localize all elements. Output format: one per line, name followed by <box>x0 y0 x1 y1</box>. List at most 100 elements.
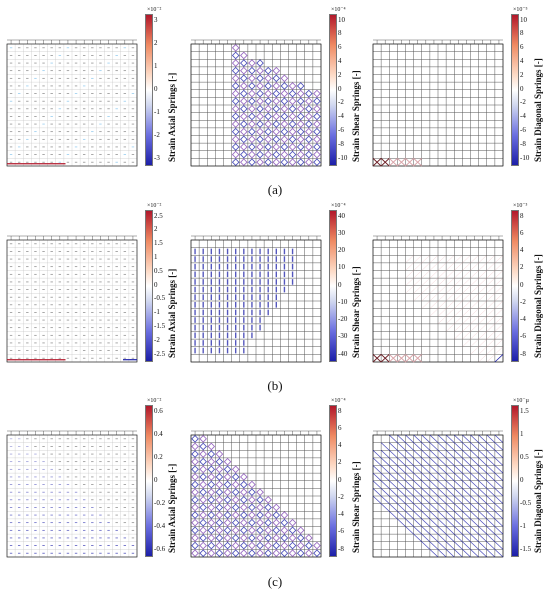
colorbar-title: Strain Diagonal Springs [-] <box>533 449 543 553</box>
colorbar-tick-label: 0.5 <box>520 452 529 461</box>
mesh-grid <box>190 430 322 558</box>
figure-row-1: ×10⁻² 3 2 1 0 -1 -2 -3 Strain Axial Springs [-] ×… <box>0 7 550 184</box>
colorbar-tick-label: 40 <box>338 211 345 220</box>
colorbar-tick-label: 1 <box>154 252 158 261</box>
colorbar-tick-label: 30 <box>338 228 345 237</box>
colorbar-tick-label: -6 <box>520 125 526 134</box>
colorbar-tick-label: 8 <box>520 29 524 38</box>
colorbar-tick-label: 0 <box>338 475 342 484</box>
colorbar-tick-label: -2 <box>520 297 526 306</box>
colorbar <box>511 405 519 557</box>
colorbar-tick-label: 0.2 <box>154 452 163 461</box>
colorbar-tick-label: -1.5 <box>520 544 532 553</box>
colorbar-exponent: ×10⁻² <box>147 7 162 13</box>
colorbar-tick-label: -0.2 <box>154 498 166 507</box>
colorbar-tick-label: -10 <box>338 297 348 306</box>
strain-marks <box>7 243 137 361</box>
colorbar-tick-label: 10 <box>338 15 345 24</box>
row-caption: (b) <box>267 378 283 393</box>
colorbar-tick-label: -4 <box>338 112 344 121</box>
mesh-grid <box>372 39 504 167</box>
strain-panel: ×10⁻² 3 2 1 0 -1 -2 -3 Strain Axial Springs [-] <box>6 7 181 184</box>
colorbar-tick-label: 0.5 <box>154 266 163 275</box>
mesh-frame <box>190 43 322 167</box>
row-caption: (a) <box>267 182 283 197</box>
colorbar-tick-label: -4 <box>338 510 344 518</box>
strain-panel: ×10⁻µ 1.5 1 0.5 0 -0.5 -1 -1.5 Strain Diagonal S… <box>372 398 547 575</box>
colorbar-tick-label: 2 <box>520 70 524 79</box>
strain-panel: ×10⁻⁴ 8 6 4 2 0 -2 -4 -6 -8 Strain Shear Springs [… <box>190 398 365 575</box>
colorbar-tick-label: 2 <box>154 38 158 47</box>
colorbar-tick-label: 4 <box>338 56 342 65</box>
colorbar-tick-label: -0.4 <box>154 521 166 530</box>
colorbar <box>329 14 337 166</box>
colorbar-tick-label: 4 <box>520 56 524 65</box>
colorbar-tick-label: 0.6 <box>154 406 163 415</box>
colorbar-title: Strain Diagonal Springs [-] <box>533 58 543 162</box>
colorbar-tick-label: 4 <box>338 441 342 449</box>
mesh-frame <box>6 239 138 363</box>
colorbar-tick-label: 6 <box>338 43 342 52</box>
mesh-frame <box>190 239 322 363</box>
mesh-frame <box>6 43 138 167</box>
colorbar-tick-label: -4 <box>520 315 526 323</box>
colorbar-tick-label: 0.4 <box>154 429 163 438</box>
colorbar-tick-label: -2.5 <box>154 349 166 358</box>
colorbar-tick-label: -2 <box>154 335 160 344</box>
colorbar-tick-label: 0 <box>154 475 158 484</box>
colorbar-exponent: ×10⁻³ <box>513 203 528 209</box>
colorbar <box>329 405 337 557</box>
colorbar-tick-label: -2 <box>154 130 160 139</box>
figure-row-2: ×10⁻² 2.5 2 1.5 1 0.5 0 -0.5 -1 -1.5 -2 -2.5 Strain … <box>0 203 550 380</box>
strain-panel: ×10⁻² 2.5 2 1.5 1 0.5 0 -0.5 -1 -1.5 -2 -2.5 Strain … <box>6 203 181 380</box>
colorbar-tick-label: -1 <box>154 308 160 317</box>
mesh-grid <box>372 235 504 363</box>
strain-marks <box>191 435 321 557</box>
colorbar-tick-label: -8 <box>520 349 526 358</box>
colorbar-tick-label: 0 <box>520 84 524 93</box>
colorbar-tick-label: -0.5 <box>154 294 166 303</box>
strain-panel: ×10⁻³ 8 6 4 2 0 -2 -4 -6 -8 Strain Diagonal Spring… <box>372 203 547 380</box>
colorbar <box>329 210 337 362</box>
colorbar-tick-label: 1.5 <box>520 406 529 415</box>
colorbar-tick-label: -20 <box>338 315 348 323</box>
colorbar-tick-label: 0 <box>154 84 158 93</box>
mesh-plot <box>6 430 138 558</box>
colorbar <box>511 210 519 362</box>
colorbar-exponent: ×10⁻⁴ <box>331 7 346 13</box>
colorbar-tick-label: -10 <box>338 153 348 162</box>
colorbar-tick-label: -10 <box>520 153 530 162</box>
row-caption: (c) <box>267 574 283 589</box>
colorbar-title: Strain Axial Springs [-] <box>167 268 177 358</box>
colorbar-tick-label: -8 <box>338 544 344 553</box>
strain-panel: ×10⁻⁴ 40 30 20 10 0 -10 -20 -30 -40 Strain Shear S… <box>190 203 365 380</box>
colorbar-title: Strain Axial Springs [-] <box>167 72 177 162</box>
mesh-plot <box>6 235 138 363</box>
colorbar-tick-label: -4 <box>520 112 526 121</box>
colorbar-tick-label: 6 <box>520 43 524 52</box>
colorbar-tick-label: 0 <box>520 280 524 289</box>
colorbar-exponent: ×10⁻µ <box>513 398 530 404</box>
colorbar-tick-label: 8 <box>338 29 342 38</box>
strain-panel: ×10⁻⁴ 10 8 6 4 2 0 -2 -4 -6 -8 -10 Strain Shear Spri… <box>190 7 365 184</box>
colorbar-title: Strain Diagonal Springs [-] <box>533 254 543 358</box>
colorbar-tick-label: -6 <box>338 125 344 134</box>
colorbar-tick-label: 0 <box>338 84 342 93</box>
colorbar-tick-label: -1 <box>154 107 160 116</box>
colorbar-tick-label: -6 <box>338 527 344 536</box>
mesh-grid <box>190 39 322 167</box>
mesh-frame <box>190 434 322 558</box>
mesh-plot <box>6 39 138 167</box>
colorbar-exponent: ×10⁻² <box>147 203 162 209</box>
colorbar-tick-label: 6 <box>520 228 524 237</box>
colorbar <box>511 14 519 166</box>
colorbar-tick-label: 10 <box>338 263 345 272</box>
mesh-plot <box>372 430 504 558</box>
colorbar-title: Strain Shear Springs [-] <box>351 70 361 162</box>
colorbar-tick-label: 6 <box>338 423 342 432</box>
colorbar <box>145 14 153 166</box>
colorbar-title: Strain Axial Springs [-] <box>167 463 177 553</box>
strain-marks <box>7 47 135 165</box>
colorbar-tick-label: 2 <box>520 263 524 272</box>
colorbar-tick-label: 0 <box>154 280 158 289</box>
